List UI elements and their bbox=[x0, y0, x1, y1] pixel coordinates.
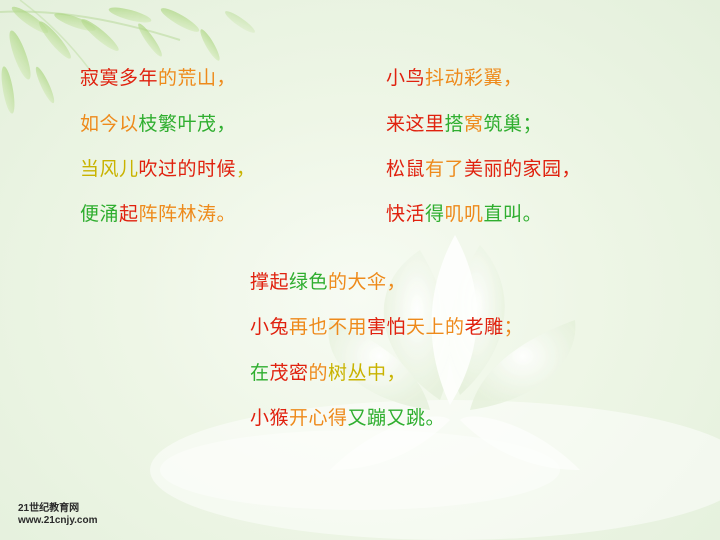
site-watermark: 21世纪教育网 www.21cnjy.com bbox=[18, 503, 97, 527]
poem-center-line-1: 撑起绿色的大伞， bbox=[250, 270, 406, 294]
poem-segment: 在 bbox=[250, 362, 270, 384]
poem-segment: 来这里 bbox=[386, 113, 445, 135]
poem-segment: 枝繁叶茂 bbox=[138, 113, 217, 135]
poem-segment: 筑巢 bbox=[483, 113, 523, 135]
poem-segment: 便涌 bbox=[80, 203, 120, 225]
poem-right-line-2: 来这里搭窝筑巢； bbox=[386, 112, 542, 136]
poem-left-line-2: 如今以枝繁叶茂， bbox=[80, 112, 236, 136]
poem-segment: 荒山 bbox=[177, 67, 217, 89]
poem-segment: 搭 bbox=[444, 113, 465, 135]
poem-segment: 的 bbox=[158, 67, 178, 89]
poem-left-line-1: 寂寞多年的荒山， bbox=[80, 66, 236, 90]
poem-segment: 茂密 bbox=[269, 362, 309, 384]
poem-segment: 得 bbox=[425, 203, 445, 225]
poem-segment: 再也不用 bbox=[289, 316, 368, 338]
poem-segment: 撑起 bbox=[250, 271, 290, 293]
poem-segment: 。 bbox=[216, 203, 237, 225]
poem-segment: 如今以 bbox=[80, 113, 139, 135]
poem-segment: ； bbox=[522, 113, 543, 135]
poem-segment: ； bbox=[503, 316, 524, 338]
poem-segment: ， bbox=[216, 113, 237, 135]
poem-segment: 的 bbox=[328, 271, 348, 293]
poem-segment: 当风儿 bbox=[80, 158, 139, 180]
poem-right-line-3: 松鼠有了美丽的家园， bbox=[386, 157, 581, 181]
poem-segment: 快活 bbox=[386, 203, 426, 225]
poem-segment: 的 bbox=[308, 362, 329, 384]
willow-leaves-icon bbox=[0, 0, 255, 114]
lotus-flower-icon bbox=[150, 235, 720, 540]
poem-segment: 。 bbox=[425, 407, 446, 429]
poem-segment: 小鸟 bbox=[386, 67, 426, 89]
poem-segment: ， bbox=[236, 158, 256, 180]
poem-segment: 叽叽 bbox=[444, 203, 484, 225]
poem-segment: 直叫 bbox=[483, 203, 523, 225]
watermark-url: www.21cnjy.com bbox=[18, 515, 98, 526]
poem-segment: 有了 bbox=[425, 158, 465, 180]
poem-segment: 绿色 bbox=[289, 271, 329, 293]
poem-segment: 寂寞多年 bbox=[80, 67, 159, 89]
poem-segment: ， bbox=[386, 362, 407, 384]
poem-segment: ， bbox=[561, 158, 582, 180]
poem-segment: 阵阵林涛 bbox=[138, 203, 217, 225]
poem-center-line-4: 小猴开心得又蹦又跳。 bbox=[250, 406, 445, 430]
poem-segment: 起 bbox=[119, 203, 139, 225]
poem-segment: 害怕 bbox=[367, 316, 407, 338]
poem-segment: ， bbox=[503, 67, 523, 89]
poem-segment: 。 bbox=[522, 203, 543, 225]
poem-segment: 小兔 bbox=[250, 316, 290, 338]
poem-segment: 吹过的时候 bbox=[138, 158, 237, 180]
poem-right-line-1: 小鸟抖动彩翼， bbox=[386, 66, 523, 90]
poem-segment: 开心得 bbox=[289, 407, 348, 429]
watermark-title: 21世纪教育网 bbox=[18, 503, 80, 514]
poem-segment: 小猴 bbox=[250, 407, 290, 429]
poem-center-line-3: 在茂密的树丛中， bbox=[250, 361, 406, 385]
poem-segment: 窝 bbox=[464, 113, 484, 135]
poem-left-line-3: 当风儿吹过的时候， bbox=[80, 157, 256, 181]
poem-center-line-2: 小兔再也不用害怕天上的老雕； bbox=[250, 315, 523, 339]
poem-segment: 美丽的家园 bbox=[464, 158, 562, 180]
poem-segment: 天上的 bbox=[406, 316, 465, 338]
poem-segment: 又蹦又跳 bbox=[347, 407, 426, 429]
poem-right-line-4: 快活得叽叽直叫。 bbox=[386, 202, 542, 226]
poem-segment: 大伞 bbox=[347, 271, 387, 293]
poem-segment: 树丛中 bbox=[328, 362, 387, 384]
poem-segment: ， bbox=[216, 67, 237, 89]
poem-segment: 松鼠 bbox=[386, 158, 426, 180]
poem-segment: ， bbox=[386, 271, 407, 293]
poem-left-line-4: 便涌起阵阵林涛。 bbox=[80, 202, 236, 226]
poem-segment: 抖动彩翼 bbox=[425, 67, 504, 89]
poem-segment: 老雕 bbox=[464, 316, 504, 338]
